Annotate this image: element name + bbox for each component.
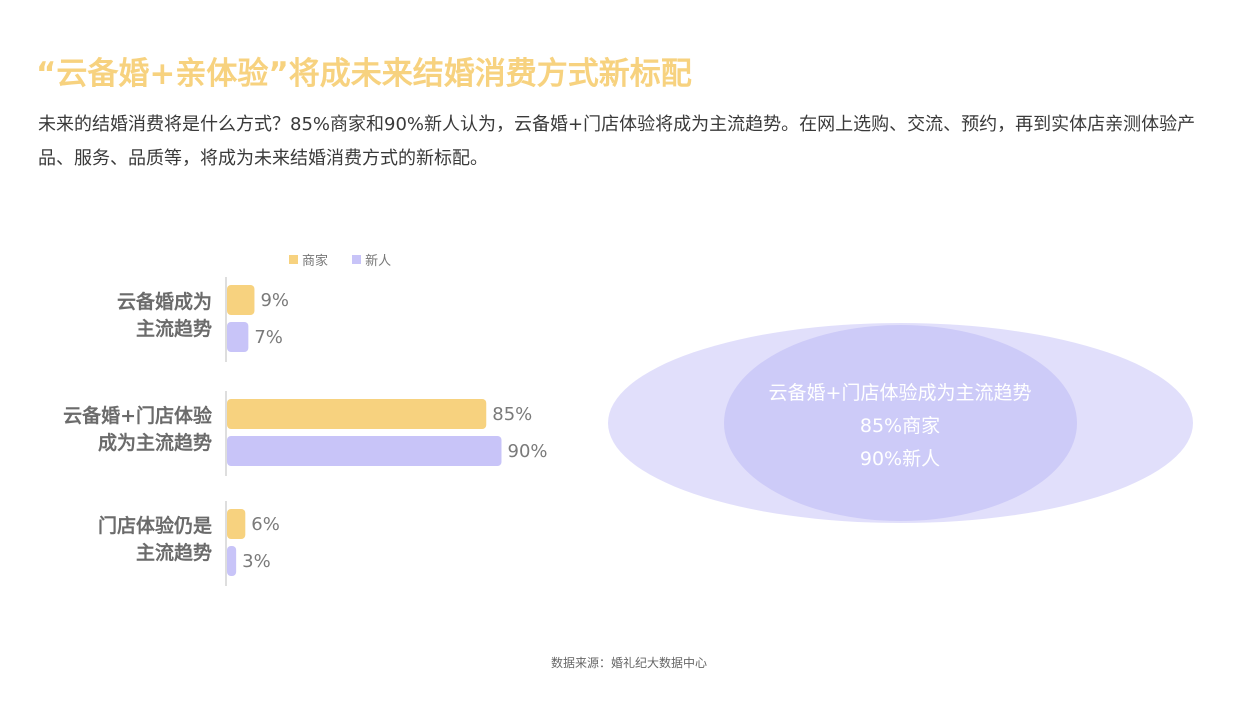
- data-label-merchant: 85%: [492, 404, 532, 425]
- venn-label-newcomer: 90%新人: [859, 448, 941, 470]
- bar-newcomer: [227, 322, 249, 352]
- bar-merchant: [227, 509, 246, 539]
- legend-swatch-newcomer: [352, 255, 362, 264]
- category-label: 门店体验仍是: [98, 514, 212, 537]
- data-source: 数据来源：婚礼纪大数据中心: [550, 656, 707, 670]
- venn-ellipse-inner: [724, 325, 1077, 521]
- legend-item-merchant: 商家: [289, 250, 328, 269]
- legend-item-newcomer: 新人: [352, 250, 391, 269]
- page-title: “云备婚+亲体验”将成未来结婚消费方式新标配: [36, 56, 692, 92]
- category-label: 成为主流趋势: [98, 431, 212, 454]
- legend-swatch-merchant: [289, 255, 298, 264]
- bar-newcomer: [227, 546, 237, 576]
- venn-label-trend: 云备婚+门店体验成为主流趋势: [768, 382, 1032, 404]
- legend-label-newcomer: 新人: [365, 254, 392, 269]
- data-label-newcomer: 3%: [242, 551, 271, 572]
- data-label-merchant: 6%: [251, 514, 280, 535]
- bar-chart: 云备婚成为主流趋势9%7%云备婚+门店体验成为主流趋势85%90%门店体验仍是主…: [63, 277, 548, 586]
- legend-label-merchant: 商家: [302, 254, 329, 269]
- venn-label-merchant: 85%商家: [859, 415, 941, 437]
- category-label: 云备婚成为: [117, 290, 212, 313]
- data-label-newcomer: 90%: [508, 441, 548, 462]
- category-label: 主流趋势: [136, 541, 212, 564]
- category-label: 云备婚+门店体验: [63, 404, 213, 427]
- bar-newcomer: [227, 436, 502, 466]
- data-label-newcomer: 7%: [254, 327, 283, 348]
- data-label-merchant: 9%: [260, 290, 289, 311]
- category-label: 主流趋势: [136, 317, 212, 340]
- chart-legend: 商家 新人: [289, 250, 411, 269]
- intro-paragraph: 未来的结婚消费将是什么方式？85%商家和90%新人认为，云备婚+门店体验将成为主…: [38, 114, 1196, 169]
- bar-merchant: [227, 285, 255, 315]
- bar-merchant: [227, 399, 487, 429]
